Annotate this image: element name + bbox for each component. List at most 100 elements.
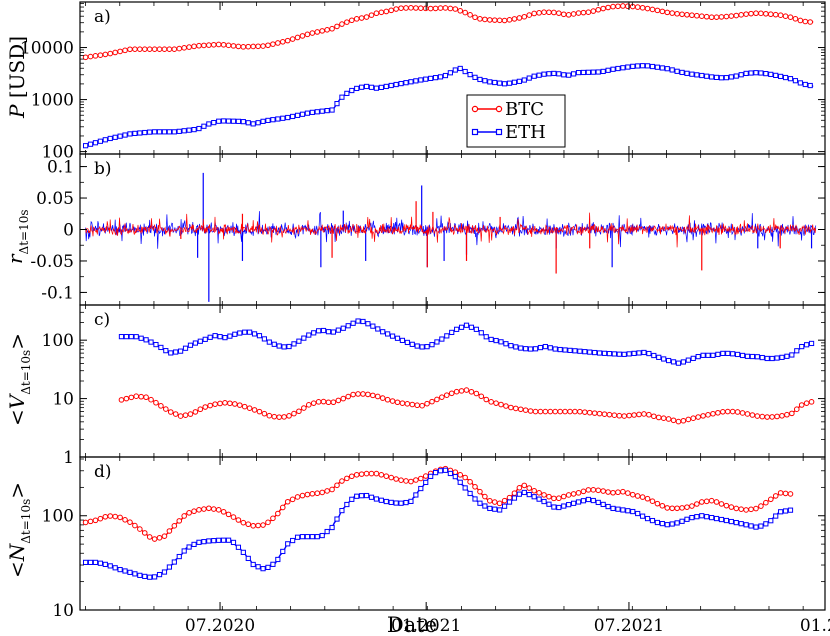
panel-c-btc-point (715, 409, 721, 416)
panel-c-eth-point (291, 341, 297, 347)
panel-a-eth-point (501, 81, 508, 87)
panel-c-btc-point (148, 396, 154, 403)
panel-a-eth-point (339, 94, 345, 100)
panel-d-btc-point (669, 505, 675, 512)
panel-a-btc-point (477, 16, 483, 22)
panel-d-btc-point (462, 474, 468, 481)
panel-a-eth-point (654, 64, 661, 70)
panel-a-btc-point (368, 12, 375, 18)
panel-a-btc-point (782, 13, 789, 19)
panel-a-eth-point (211, 119, 217, 126)
panel-a-eth-point (290, 113, 296, 120)
panel-a-eth-point (595, 69, 601, 75)
panel-c-eth-point (749, 353, 756, 360)
panel-c-eth-point (527, 346, 534, 352)
panel-a-eth-point (161, 129, 168, 135)
panel-d-btc-point (649, 498, 656, 504)
panel-a-eth-point (423, 76, 429, 82)
panel-c-btc-point (655, 414, 662, 421)
panel-d-btc-point (181, 513, 187, 519)
panel-d-eth-point (704, 514, 710, 520)
panel-a-btc-point (314, 29, 321, 35)
panel-c-btc-point (774, 413, 780, 420)
panel-d-btc-point (620, 488, 626, 495)
panel-a-btc-point (748, 10, 754, 17)
panel-d-eth-point (171, 559, 177, 565)
panel-c-eth-point (606, 351, 613, 357)
panel-d-eth-point (363, 492, 370, 499)
panel-c-btc-point (123, 395, 130, 402)
panel-d-eth-point (684, 516, 690, 522)
panel-d-eth-point (635, 510, 641, 517)
panel-d-eth-point (590, 497, 596, 504)
panel-a-btc-point (235, 43, 242, 50)
panel-c-eth-point (587, 349, 593, 355)
panel-d-btc-point (201, 506, 207, 512)
panel-a-btc-point (802, 18, 809, 25)
panel-d-eth-point (339, 507, 345, 514)
panel-a-btc-point (358, 15, 365, 21)
panel-a-btc-point (437, 5, 444, 11)
panel-d-eth-point (640, 513, 646, 519)
panel-d-eth-point (575, 499, 582, 505)
panel-a-eth-point (659, 65, 665, 71)
panel-a-eth-point (684, 70, 690, 76)
panel-c-ylabel-close: > (5, 333, 29, 350)
panel-c-eth-point (651, 352, 657, 359)
panel-a-eth-point (669, 67, 675, 73)
panel-d-btc-point (580, 488, 587, 495)
panel-c-eth-point (764, 355, 770, 362)
panel-c-btc-point (567, 408, 573, 415)
panel-a-btc-point (299, 33, 306, 39)
panel-c-eth-point (340, 325, 346, 331)
panel-d-eth-point (373, 496, 380, 502)
panel-d-eth-point (462, 485, 468, 491)
panel-c-eth-point (365, 321, 371, 327)
panel-c-eth-point (182, 345, 189, 351)
panel-a-eth-point (265, 117, 271, 124)
panel-c-eth-point (646, 350, 652, 357)
panel-d-btc-point (279, 504, 286, 511)
panel-d-btc-point (334, 482, 340, 489)
panel-c-eth-point (537, 344, 544, 351)
panel-c-eth-point (350, 320, 356, 326)
panel-c-eth-point (316, 328, 322, 334)
panel-c-eth-point (547, 345, 553, 351)
panel-d-btc-point (398, 477, 404, 483)
panel-a-eth-point (575, 69, 582, 76)
panel-d-btc-point (284, 498, 291, 505)
panel-c-btc-point (522, 407, 529, 413)
panel-a-eth-point (186, 127, 192, 133)
panel-d-btc-point (684, 504, 690, 510)
panel-a-btc-point (462, 9, 468, 16)
panel-a-eth-point (280, 115, 286, 121)
panel-c-eth-point (582, 349, 588, 355)
axis-ticks: 100 1000 10000 -0.1 -0.05 0 0.05 0.1 1 10 100 10 100… (20, 2, 830, 636)
panel-a-btc-point (610, 3, 616, 10)
panel-c-eth-point (680, 359, 686, 365)
panel-c-btc-point (291, 410, 297, 417)
panel-a-btc-point (487, 17, 493, 23)
panel-d-btc-point (718, 501, 725, 507)
panel-c-btc-point (453, 388, 460, 395)
panel-d-btc-point (275, 510, 281, 517)
panel-a-btc-point (467, 12, 473, 18)
panel-c-btc-point (360, 391, 366, 397)
panel-c-btc-point (138, 393, 144, 400)
panel-a-eth-point (245, 120, 251, 126)
panel-d-eth-point (196, 539, 202, 545)
panel-c-ylabel-open: < (5, 409, 29, 426)
panel-a-btc-point (230, 43, 237, 49)
panel-d-btc-point (551, 495, 557, 502)
panel-d-eth-point (758, 523, 764, 529)
panel-c-eth-point (769, 355, 775, 362)
panel-c-eth-point (335, 327, 341, 333)
panel-a-eth-point (610, 66, 616, 72)
panel-d-eth-point (437, 468, 444, 474)
panel-c-btc-point (355, 391, 361, 397)
panel-d-eth-point (112, 565, 118, 571)
panel-c-btc-point (232, 401, 238, 407)
panel-d-btc-point (787, 491, 794, 497)
panel-d-eth-point (763, 521, 769, 527)
panel-c-eth-point (187, 342, 194, 348)
